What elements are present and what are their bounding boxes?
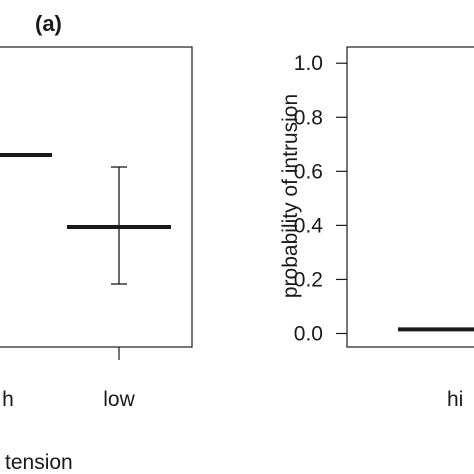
panel-b-x-tick-label-high: hi (447, 388, 463, 411)
panel-a-marks (0, 153, 171, 285)
panel-a-plot-frame (0, 46, 193, 348)
panel-b-y-tick-label: 0.2 (294, 268, 323, 291)
panel-b-y-axis-label: probability of intrusion (279, 94, 302, 298)
panel-b-y-tick-label: 0.0 (294, 322, 323, 345)
panel-b-y-tick-label: 1.0 (294, 52, 323, 75)
panel-b-y-axis: 0.0 0.2 0.4 0.6 0.8 1.0 (294, 52, 347, 345)
panel-b-y-tick-label: 0.8 (294, 106, 323, 129)
panel-a-x-axis-label: tension (5, 451, 73, 474)
panel-b: 0.0 0.2 0.4 0.6 0.8 1.0 probability of intrus… (279, 46, 474, 411)
panel-a-x-tick-label-high: h (2, 388, 14, 411)
panel-a-x-tick-label-low: low (103, 388, 135, 411)
panel-b-plot-frame (346, 46, 474, 348)
panel-a-label: (a) (35, 11, 62, 36)
panel-a: (a) h low tension (0, 11, 193, 474)
panel-b-y-tick-label: 0.6 (294, 160, 323, 183)
panel-b-y-tick-label: 0.4 (294, 214, 324, 237)
